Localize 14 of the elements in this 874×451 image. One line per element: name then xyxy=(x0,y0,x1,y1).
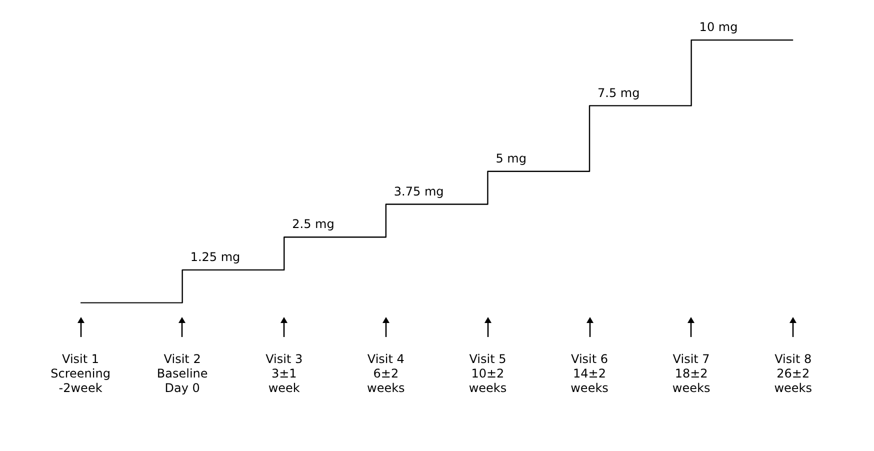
x-tick-label: Visit 8 26±2 weeks xyxy=(774,352,812,395)
data-label: 7.5 mg xyxy=(598,86,640,100)
data-label: 2.5 mg xyxy=(292,217,334,232)
x-tick-label: Visit 3 3±1 week xyxy=(266,352,303,395)
data-label: 5 mg xyxy=(496,152,526,166)
data-label: 3.75 mg xyxy=(394,184,444,198)
x-tick-label: Visit 2 Baseline Day 0 xyxy=(156,352,208,395)
x-tick-label: Visit 1 Screening -2week xyxy=(50,352,110,395)
x-tick-label: Visit 7 18±2 weeks xyxy=(672,352,710,395)
x-tick-label: Visit 6 14±2 weeks xyxy=(570,352,608,395)
x-tick-label: Visit 5 10±2 weeks xyxy=(468,352,507,395)
data-label: 1.25 mg xyxy=(190,250,240,264)
x-tick-label: Visit 4 6±2 weeks xyxy=(367,352,405,395)
data-label: 10 mg xyxy=(699,20,738,34)
